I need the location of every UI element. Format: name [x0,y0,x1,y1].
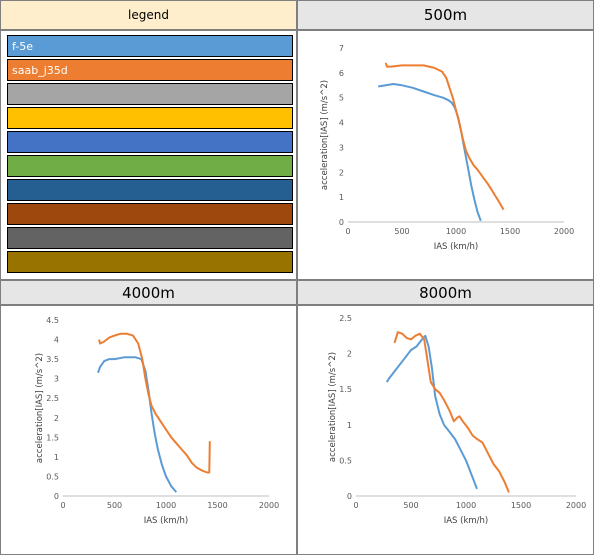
x-tick-label: 1500 [511,501,531,510]
y-tick-label: 0.5 [339,456,352,465]
y-tick-label: 1 [54,453,59,462]
legend-row [7,179,293,201]
legend-row [7,83,293,105]
y-tick-label: 4.5 [46,316,59,325]
chart-500m: 0 500 1000 1500 2000 0 1 2 3 4 5 6 7 IAS (km/h) accele… [320,44,574,252]
x-tick-label: 1000 [156,501,176,510]
y-tick-label: 1.5 [46,433,59,442]
x-axis-label: IAS (km/h) [444,516,489,526]
x-tick-label: 2000 [566,501,586,510]
series-line-saab_j35d [98,332,211,474]
chart-title-500m: 500m [297,0,594,30]
x-tick-label: 2000 [554,227,574,236]
chart-panel-500m: 0 500 1000 1500 2000 0 1 2 3 4 5 6 7 IAS (km/h) accele… [297,30,594,280]
y-tick-label: 0.5 [46,472,59,481]
y-tick-label: 7 [339,44,344,53]
y-axis-label: acceleration[IAS] (m/s^2) [320,80,330,190]
x-tick-label: 500 [107,501,122,510]
legend-row [7,155,293,177]
legend-row: saab_j35d [7,59,293,81]
series-line-f-5e [385,334,478,490]
chart-8000m: 0 500 1000 1500 2000 0 0.5 1 1.5 2 2.5 IAS (km/h) ac… [328,314,586,526]
y-tick-label: 3 [54,375,59,384]
legend-row: f-5e [7,35,293,57]
y-tick-label: 2.5 [46,394,59,403]
x-tick-label: 1000 [456,501,476,510]
chart-panel-8000m: 0 500 1000 1500 2000 0 0.5 1 1.5 2 2.5 IAS (km/h) ac… [297,305,594,555]
chart-title-4000m: 4000m [0,280,297,305]
y-axis-label: acceleration[IAS] (m/s^2) [328,352,338,462]
series-line-saab_j35d [384,62,505,211]
series-line-f-5e [378,83,482,222]
chart-4000m: 0 500 1000 1500 2000 0 0.5 1 1.5 2 2.5 3 3.5 4 4.5 IAS … [35,316,279,526]
x-tick-label: 0 [60,501,65,510]
y-tick-label: 0 [347,492,352,501]
legend-row [7,203,293,225]
chart-title-8000m: 8000m [297,280,594,305]
x-tick-label: 0 [345,227,350,236]
x-tick-label: 1500 [500,227,520,236]
y-tick-label: 5 [339,94,344,103]
y-axis-label: acceleration[IAS] (m/s^2) [35,353,45,463]
y-tick-label: 2.5 [339,314,352,323]
y-tick-label: 4 [339,119,344,128]
y-tick-label: 1 [347,421,352,430]
x-tick-label: 1500 [207,501,227,510]
y-tick-label: 2 [339,168,344,177]
y-tick-label: 2 [347,350,352,359]
y-tick-label: 0 [339,218,344,227]
legend-row [7,251,293,273]
x-tick-label: 1000 [446,227,466,236]
series-line-f-5e [97,356,178,493]
y-tick-label: 0 [54,492,59,501]
y-tick-label: 2 [54,414,59,423]
x-tick-label: 2000 [259,501,279,510]
y-tick-label: 4 [54,336,59,345]
x-tick-label: 500 [403,501,418,510]
y-tick-label: 6 [339,69,344,78]
y-tick-label: 3 [339,143,344,152]
y-tick-label: 1.5 [339,385,352,394]
x-axis-label: IAS (km/h) [434,242,479,252]
legend-row [7,227,293,249]
legend-row [7,131,293,153]
y-tick-label: 3.5 [46,355,59,364]
legend-panel: f-5e saab_j35d [0,30,297,280]
legend-row [7,107,293,129]
chart-panel-4000m: 0 500 1000 1500 2000 0 0.5 1 1.5 2 2.5 3 3.5 4 4.5 IAS … [0,305,297,555]
x-tick-label: 0 [353,501,358,510]
series-line-saab_j35d [393,331,510,493]
y-tick-label: 1 [339,193,344,202]
x-tick-label: 500 [394,227,409,236]
legend-header: legend [0,0,297,30]
x-axis-label: IAS (km/h) [144,516,189,526]
